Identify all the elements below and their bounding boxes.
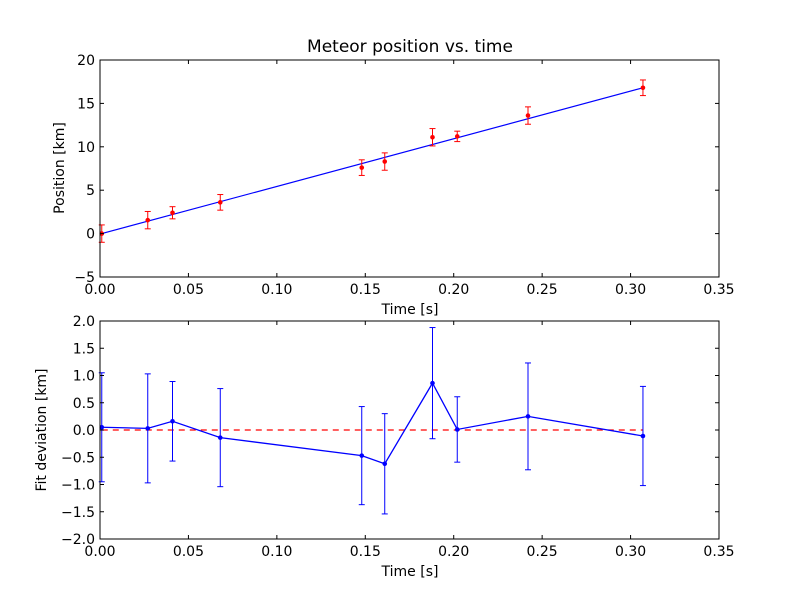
deviation-chart-x-tick-label: 0.20: [438, 544, 469, 560]
position-chart-data-point: [430, 134, 435, 140]
position-chart-x-label: Time [s]: [381, 302, 439, 318]
position-chart-data-point: [170, 210, 175, 216]
deviation-chart-data-point: [382, 461, 388, 467]
position-chart-marks: 0.00 0.05 0.10 0.15 0.20 0.25 0.30 0.35 −5 0 5 10 15…: [74, 53, 734, 298]
deviation-chart-data-point: [359, 453, 365, 458]
deviation-chart-y-tick-label: 0.5: [73, 396, 95, 412]
position-chart-x-tick-label: 0.00: [84, 282, 115, 298]
deviation-chart-x-label: Time [s]: [381, 564, 439, 580]
deviation-chart-y-tick-label: −1.5: [61, 505, 95, 521]
deviation-chart-y-tick-label: 1.0: [73, 369, 95, 385]
deviation-chart-x-tick-label: 0.10: [261, 544, 292, 560]
position-chart-data-point: [525, 113, 531, 118]
deviation-chart-y-label: Fit deviation [km]: [34, 368, 50, 491]
position-chart-y-tick-label: 0: [86, 227, 95, 243]
position-chart-y-tick-label: 5: [86, 183, 95, 199]
position-chart-x-tick-label: 0.20: [438, 282, 469, 298]
position-chart-y-tick-label: 10: [77, 140, 95, 156]
deviation-chart-data-point: [217, 435, 223, 440]
deviation-chart-data-point: [170, 418, 175, 424]
position-chart-x-tick-label: 0.35: [703, 282, 734, 298]
position-chart-data-point: [454, 134, 460, 139]
deviation-chart-y-tick-label: 2.0: [73, 314, 95, 330]
deviation-chart-x-tick-label: 0.00: [84, 544, 115, 560]
deviation-chart-data-point: [430, 380, 435, 386]
deviation-chart-marks: 0.00 0.05 0.10 0.15 0.20 0.25 0.30 0.35 −2.0 −1.5…: [61, 314, 735, 560]
deviation-chart-y-tick-label: −2.0: [61, 532, 95, 548]
position-chart-data-point: [382, 159, 388, 164]
deviation-chart-x-tick-label: 0.15: [350, 544, 381, 560]
position-chart-data-point: [640, 85, 646, 91]
position-chart-data-point: [359, 165, 365, 170]
position-chart-y-tick-label: 15: [77, 96, 95, 112]
deviation-chart-data-point: [525, 414, 531, 419]
deviation-chart-y-tick-label: −1.0: [61, 478, 95, 494]
deviation-chart-y-tick-label: −0.5: [61, 450, 95, 466]
position-chart-x-tick-label: 0.05: [173, 282, 204, 298]
position-chart-x-tick-label: 0.10: [261, 282, 292, 298]
position-chart-title: Meteor position vs. time: [307, 37, 513, 57]
position-chart-x-tick-label: 0.15: [350, 282, 381, 298]
position-chart-data-point: [217, 200, 223, 205]
position-chart: Meteor position vs. time Time [s] Positi…: [52, 37, 735, 318]
position-chart-x-tick-label: 0.25: [527, 282, 558, 298]
position-chart-y-tick-label: 20: [77, 53, 95, 69]
deviation-chart-data-point: [454, 427, 460, 432]
position-chart-y-tick-label: −5: [74, 270, 95, 286]
deviation-chart-x-tick-label: 0.30: [615, 544, 646, 560]
deviation-chart-y-tick-label: 1.5: [73, 341, 95, 357]
position-chart-x-tick-label: 0.30: [615, 282, 646, 298]
deviation-chart-x-tick-label: 0.25: [527, 544, 558, 560]
deviation-chart-data-point: [640, 433, 646, 439]
position-chart-y-label: Position [km]: [52, 122, 68, 214]
position-chart-plot-frame: [99, 59, 720, 278]
deviation-chart-x-tick-label: 0.05: [173, 544, 204, 560]
deviation-chart: Time [s] Fit deviation [km] 0.00 0.05 0.10…: [34, 314, 735, 580]
position-chart-fit-line: [101, 87, 644, 235]
deviation-chart-data-point: [99, 424, 105, 430]
deviation-chart-data-point: [145, 426, 151, 431]
deviation-chart-x-tick-label: 0.35: [703, 544, 734, 560]
deviation-chart-y-tick-label: 0.0: [73, 423, 95, 439]
position-chart-data-point: [145, 217, 151, 223]
deviation-chart-series-line: [101, 381, 644, 465]
